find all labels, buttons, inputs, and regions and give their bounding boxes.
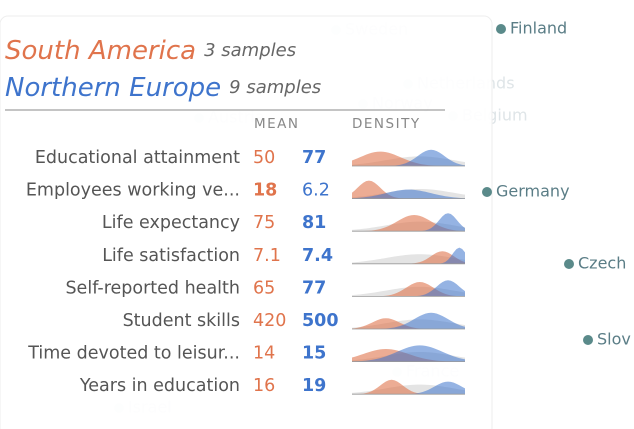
map-point: Finland bbox=[496, 19, 567, 38]
density-south-america bbox=[352, 318, 465, 329]
mean-south-america: 14 bbox=[253, 344, 275, 364]
mean-south-america: 16 bbox=[253, 376, 275, 396]
mean-south-america: 420 bbox=[253, 311, 286, 331]
map-dot bbox=[496, 24, 506, 34]
density-south-america bbox=[352, 151, 465, 166]
legend-samples: 9 samples bbox=[229, 77, 321, 98]
row-label: Time devoted to leisur... bbox=[27, 344, 240, 364]
map-dot bbox=[564, 259, 574, 269]
mean-south-america: 65 bbox=[253, 278, 275, 298]
map-dot bbox=[482, 187, 492, 197]
map-dot bbox=[583, 335, 593, 345]
header: DENSITY bbox=[352, 116, 421, 132]
header: MEAN bbox=[254, 116, 300, 132]
mean-northern-europe: 500 bbox=[302, 311, 339, 331]
density-south-america bbox=[352, 180, 465, 199]
row-label: Student skills bbox=[123, 311, 240, 331]
row-label: Educational attainment bbox=[35, 148, 240, 168]
density-northern-europe bbox=[352, 381, 465, 395]
density-northern-europe bbox=[352, 312, 465, 329]
row-label: Years in education bbox=[79, 376, 240, 396]
density-northern-europe bbox=[352, 213, 465, 232]
density-northern-europe bbox=[352, 247, 465, 264]
mean-south-america: 75 bbox=[253, 213, 275, 233]
density-south-america bbox=[352, 251, 465, 264]
map-label: Czech bbox=[578, 254, 626, 273]
legend-samples: 3 samples bbox=[204, 40, 296, 61]
row-label: Life expectancy bbox=[102, 213, 240, 233]
mean-northern-europe: 6.2 bbox=[302, 181, 330, 201]
mean-south-america: 50 bbox=[253, 148, 275, 168]
mean-northern-europe: 19 bbox=[302, 376, 326, 396]
legend-entry: Northern Europe 9 samples bbox=[5, 73, 321, 103]
mean-northern-europe: 15 bbox=[302, 344, 326, 364]
density-northern-europe bbox=[352, 345, 465, 362]
legend-region: Northern Europe bbox=[5, 73, 221, 103]
row-label: Life satisfaction bbox=[102, 246, 240, 266]
map-point: Slov bbox=[583, 330, 631, 349]
mean-south-america: 7.1 bbox=[253, 246, 281, 266]
density-northern-europe bbox=[352, 189, 465, 199]
density-south-america bbox=[352, 379, 465, 395]
map-label: Finland bbox=[510, 19, 567, 38]
map-point: Germany bbox=[482, 182, 570, 201]
row-label: Employees working ve... bbox=[26, 181, 240, 201]
row-label: Self-reported health bbox=[65, 278, 240, 298]
legend-entry: South America 3 samples bbox=[5, 36, 296, 66]
density-northern-europe bbox=[352, 280, 465, 297]
map-label: Germany bbox=[496, 182, 570, 201]
map-point: Czech bbox=[564, 254, 626, 273]
map-label: Slov bbox=[597, 330, 631, 349]
mean-northern-europe: 77 bbox=[302, 148, 326, 168]
mean-northern-europe: 81 bbox=[302, 213, 326, 233]
legend-region: South America bbox=[5, 36, 196, 66]
density-northern-europe bbox=[352, 149, 465, 166]
mean-south-america: 18 bbox=[253, 181, 277, 201]
mean-northern-europe: 77 bbox=[302, 278, 326, 298]
mean-northern-europe: 7.4 bbox=[302, 246, 333, 266]
